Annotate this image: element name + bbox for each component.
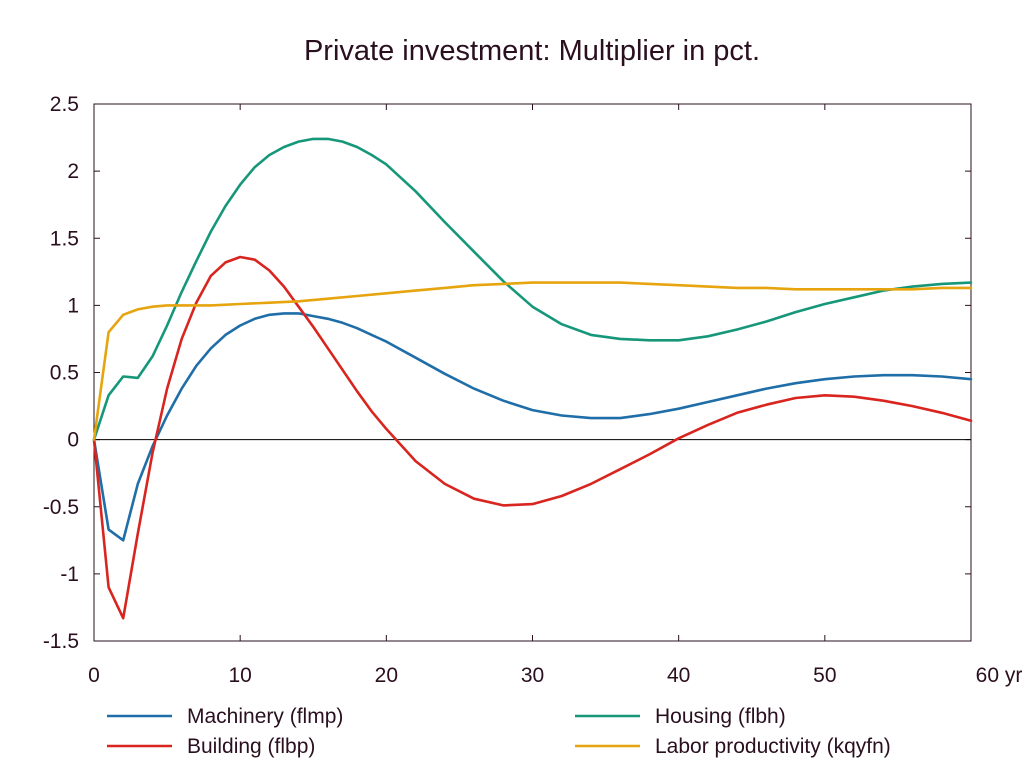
legend-label-2: Housing (flbh) bbox=[655, 705, 786, 728]
x-tick-label: 50 bbox=[813, 664, 836, 687]
series-lines bbox=[92, 137, 973, 620]
y-tick-label: -1.5 bbox=[43, 630, 79, 653]
legend: Machinery (flmp) Housing (flbh) Building (… bbox=[107, 705, 891, 758]
series-line-3 bbox=[92, 281, 973, 441]
y-axis: 2.5 2 1.5 1 0.5 0 -0.5 -1 -1.5 bbox=[43, 93, 971, 653]
y-tick-label: 2.5 bbox=[50, 93, 79, 116]
chart-title: Private investment: Multiplier in pct. bbox=[304, 35, 760, 67]
y-tick-label: 1 bbox=[67, 294, 79, 317]
x-tick-label: 0 bbox=[88, 664, 100, 687]
y-tick-label: 2 bbox=[67, 160, 79, 183]
plot-area bbox=[93, 103, 972, 642]
series-line-2 bbox=[92, 137, 973, 441]
series-line-1 bbox=[92, 255, 973, 620]
y-tick-label: 0.5 bbox=[50, 362, 79, 385]
legend-label-0: Machinery (flmp) bbox=[187, 705, 343, 728]
series-line-0 bbox=[92, 312, 973, 542]
y-tick-label: 0 bbox=[67, 429, 79, 452]
x-tick-label: 60 yr bbox=[976, 664, 1023, 687]
x-axis: 0 10 20 30 40 50 60 yr bbox=[88, 104, 1022, 687]
x-tick-label: 10 bbox=[228, 664, 251, 687]
x-tick-label: 20 bbox=[375, 664, 398, 687]
legend-label-3: Labor productivity (kqyfn) bbox=[655, 735, 891, 758]
x-tick-label: 40 bbox=[667, 664, 690, 687]
legend-label-1: Building (flbp) bbox=[187, 735, 315, 758]
x-tick-label: 30 bbox=[521, 664, 544, 687]
y-tick-label: 1.5 bbox=[50, 227, 79, 250]
y-tick-label: -0.5 bbox=[43, 496, 79, 519]
y-tick-label: -1 bbox=[60, 563, 79, 586]
